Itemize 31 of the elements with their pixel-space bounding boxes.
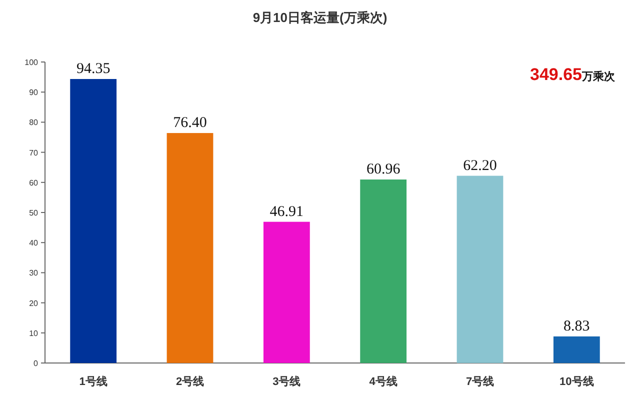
bar [263, 222, 310, 363]
chart-title: 9月10日客运量(万乘次) [252, 10, 388, 25]
y-tick-label: 60 [29, 178, 39, 188]
data-label: 62.20 [463, 158, 497, 174]
x-tick-label: 2号线 [176, 375, 204, 388]
x-tick-label: 4号线 [369, 375, 398, 388]
x-tick-label: 3号线 [272, 375, 301, 388]
y-tick-label: 10 [29, 328, 39, 338]
bar [70, 79, 117, 363]
x-tick-label: 1号线 [79, 375, 108, 388]
x-tick-label: 7号线 [466, 375, 494, 388]
annotation: 349.65万乘次 [530, 65, 616, 84]
data-label: 8.83 [564, 318, 590, 334]
bar [456, 176, 504, 363]
bar [166, 133, 214, 363]
y-tick-label: 70 [29, 148, 39, 158]
data-label: 94.35 [76, 61, 110, 78]
y-tick-label: 40 [29, 238, 39, 248]
x-tick-label: 10号线 [560, 375, 594, 388]
y-tick-label: 30 [29, 268, 39, 278]
y-tick-label: 50 [29, 208, 39, 218]
y-tick-label: 20 [29, 298, 39, 308]
data-label: 76.40 [173, 115, 207, 132]
data-label: 60.96 [366, 162, 401, 178]
bar [360, 180, 407, 363]
y-tick-label: 100 [24, 58, 39, 67]
bar [553, 336, 600, 363]
data-label: 46.91 [270, 204, 304, 220]
y-tick-label: 80 [29, 118, 39, 128]
y-tick-label: 0 [34, 359, 39, 368]
y-tick-label: 90 [29, 88, 39, 98]
